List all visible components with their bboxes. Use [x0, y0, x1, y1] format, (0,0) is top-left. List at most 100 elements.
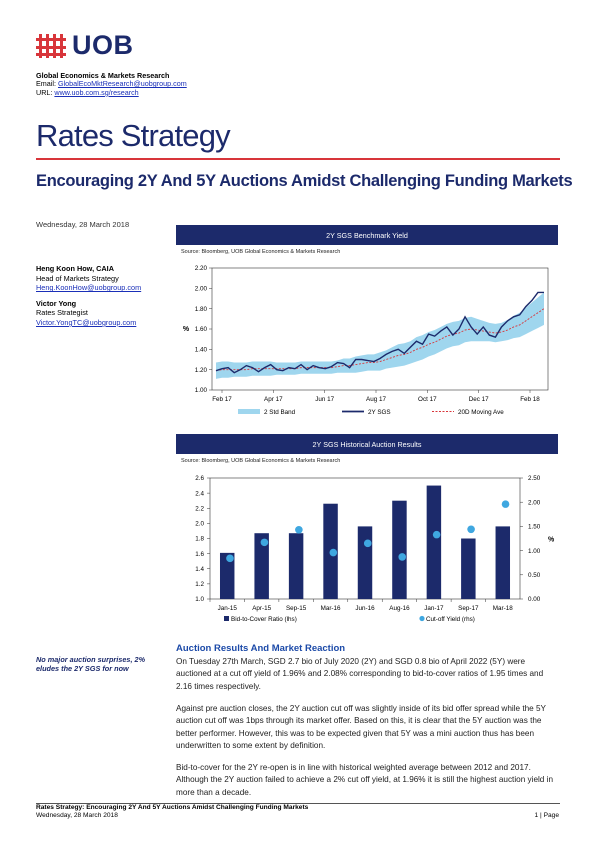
y-tick-label: 1.80 [195, 306, 208, 313]
y2-tick-label: 0.00 [528, 596, 541, 603]
chart1-title: 2Y SGS Benchmark Yield [176, 225, 558, 245]
x-tick-label: Sep-15 [286, 605, 307, 612]
x-tick-label: Aug 17 [366, 396, 386, 403]
x-tick-label: Mar-18 [493, 605, 513, 612]
x-tick-label: Aug-16 [389, 605, 410, 612]
logo-text: UOB [72, 30, 134, 60]
cut-off-yield-dot [363, 539, 372, 548]
bid-to-cover-bar [357, 526, 373, 599]
cut-off-yield-dot [260, 538, 269, 547]
x-tick-label: Oct 17 [418, 396, 437, 403]
bid-to-cover-bar [392, 500, 407, 599]
legend-label: Cut-off Yield (rhs) [426, 616, 475, 623]
y-tick-label: 1.0 [195, 596, 204, 603]
y-tick-label: 1.00 [195, 387, 208, 394]
y2-tick-label: 2.00 [528, 499, 541, 506]
paragraph: On Tuesday 27th March, SGD 2.7 bio of Ju… [176, 657, 544, 691]
title-divider [36, 158, 560, 160]
x-tick-label: Mar-16 [321, 605, 341, 612]
y-tick-label: 2.0 [195, 521, 204, 528]
y2-tick-label: 1.00 [528, 548, 541, 555]
email-label: Email: [36, 79, 56, 89]
x-tick-label: Sep-17 [458, 605, 479, 612]
footer-divider [36, 803, 560, 804]
auction-bar-chart: 1.0 1.2 1.4 1.6 1.8 2.0 2.2 2.4 2.6 0.00 0.50 1.00 1… [195, 475, 555, 623]
x-tick-label: Dec 17 [469, 396, 489, 403]
y-tick-label: 2.2 [195, 505, 204, 512]
footer-title: Rates Strategy: Encouraging 2Y And 5Y Au… [36, 804, 309, 811]
author-name: Heng Koon How, CAIA [36, 264, 114, 273]
x-tick-label: Jan-15 [218, 605, 238, 612]
yield-line-chart: 1.00 1.20 1.40 1.60 1.80 2.00 2.20% Feb 17 Apr 1… [183, 265, 549, 416]
legend-label: 2Y SGS [368, 409, 391, 416]
y-tick-label: 2.20 [195, 265, 208, 272]
cut-off-yield-dot [295, 525, 303, 534]
cut-off-yield-dot [329, 548, 338, 557]
moving-average-line [215, 308, 545, 372]
research-contact: Global Economics & Markets Research Emai… [36, 71, 187, 97]
sgs-2y-line [215, 291, 544, 374]
y2-tick-label: 2.50 [528, 475, 541, 482]
bid-to-cover-bar [461, 538, 476, 599]
legend-swatch-band [238, 409, 260, 414]
bid-to-cover-bar [426, 485, 442, 599]
y2-tick-label: 0.50 [528, 572, 541, 579]
paragraph: Against pre auction closes, the 2Y aucti… [176, 704, 546, 751]
x-tick-label: Jan-17 [424, 605, 444, 612]
legend-swatch-dot [419, 615, 425, 622]
y-tick-label: 1.6 [195, 551, 204, 558]
y-tick-label: 2.00 [195, 286, 208, 293]
y-tick-label: 2.4 [195, 490, 204, 497]
y-tick-label: 1.40 [195, 347, 208, 354]
legend-label: 2 Std Band [264, 409, 296, 416]
org-name: Global Economics & Markets Research [36, 71, 170, 80]
cut-off-yield-dot [432, 530, 441, 539]
report-subtitle: Encouraging 2Y And 5Y Auctions Amidst Ch… [36, 172, 573, 190]
report-title: Rates Strategy [36, 118, 231, 153]
y2-tick-label: 1.50 [528, 524, 541, 531]
footer-date: Wednesday, 28 March 2018 [36, 812, 118, 820]
bid-to-cover-bar [254, 533, 269, 599]
cut-off-yield-dot [501, 500, 510, 508]
chart1-source: Source: Bloomberg, UOB Global Economics … [181, 249, 341, 255]
bid-to-cover-bar [219, 552, 235, 599]
std-band-area [216, 292, 544, 379]
authors: Heng Koon How, CAIA Head of Markets Stra… [36, 264, 141, 328]
y2-axis-label: % [548, 537, 555, 544]
url-label: URL: [36, 87, 53, 97]
legend-label: 20D Moving Ave [458, 409, 504, 416]
url-link[interactable]: www.uob.com.sg/research [54, 87, 139, 97]
x-tick-label: Apr 17 [264, 396, 283, 403]
x-tick-label: Jun 17 [315, 396, 334, 403]
chart2-source: Source: Bloomberg, UOB Global Economics … [181, 458, 341, 464]
x-tick-label: Apr-15 [252, 605, 271, 612]
x-tick-label: Feb 17 [212, 396, 232, 403]
author-email-link[interactable]: Victor.YongTC@uobgroup.com [36, 317, 137, 327]
legend-label: Bid-to-Cover Ratio (lhs) [231, 616, 297, 623]
paragraph: Bid-to-cover for the 2Y re-open is in li… [176, 763, 554, 797]
chart2-title: 2Y SGS Historical Auction Results [176, 434, 558, 454]
cut-off-yield-dot [467, 525, 475, 534]
bid-to-cover-bar [495, 526, 511, 599]
y-tick-label: 1.8 [195, 536, 204, 543]
y-tick-label: 1.60 [195, 326, 208, 333]
bid-to-cover-bar [288, 533, 304, 599]
author-name: Victor Yong [36, 298, 77, 308]
section-heading: Auction Results And Market Reaction [176, 643, 346, 654]
x-tick-label: Jun-16 [355, 605, 375, 612]
legend-swatch-bar [224, 616, 229, 621]
author-email-link[interactable]: Heng.KoonHow@uobgroup.com [36, 283, 142, 293]
footer: Rates Strategy: Encouraging 2Y And 5Y Au… [36, 804, 308, 821]
y-tick-label: 1.20 [195, 367, 208, 374]
y-tick-label: 1.2 [195, 581, 204, 588]
email-link[interactable]: GlobalEcoMktResearch@uobgroup.com [57, 79, 187, 89]
report-date: Wednesday, 28 March 2018 [36, 220, 130, 229]
uob-logo-mark [36, 33, 66, 58]
y-axis-label: % [183, 326, 190, 333]
y-tick-label: 2.6 [195, 475, 204, 482]
cut-off-yield-dot [398, 553, 406, 561]
page-number: 1 | Page [534, 812, 559, 819]
uob-logo: UOB [36, 30, 134, 61]
x-tick-label: Feb 18 [520, 396, 540, 403]
margin-note: No major auction surprises, 2% eludes th… [36, 655, 146, 673]
